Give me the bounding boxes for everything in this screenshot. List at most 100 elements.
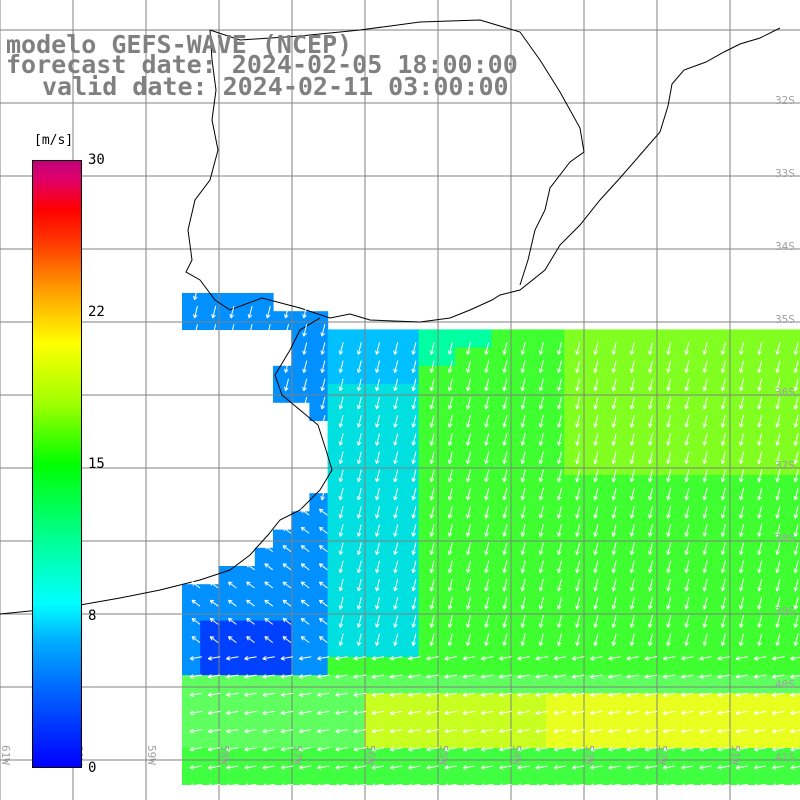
wind-cell xyxy=(618,347,638,367)
wind-cell xyxy=(600,511,620,531)
wind-arrow xyxy=(793,451,799,464)
wind-arrow xyxy=(793,469,799,483)
wind-cell xyxy=(491,711,511,731)
wind-arrow xyxy=(411,469,417,483)
wind-cell xyxy=(327,529,347,549)
wind-arrow xyxy=(338,433,344,446)
wind-cell xyxy=(527,638,547,658)
wind-arrow xyxy=(320,487,326,501)
wind-cell xyxy=(764,547,784,567)
wind-arrow xyxy=(411,506,417,519)
wind-arrow xyxy=(499,746,512,752)
wind-arrow xyxy=(411,396,417,410)
wind-cell xyxy=(709,365,729,385)
wind-cell xyxy=(473,566,492,585)
wind-cell xyxy=(691,711,711,731)
wind-arrow xyxy=(739,469,744,483)
wind-cell xyxy=(546,620,565,640)
wind-arrow xyxy=(699,728,712,734)
wind-arrow xyxy=(353,783,366,788)
wind-arrow xyxy=(484,396,490,410)
wind-arrow xyxy=(484,524,490,537)
wind-cell xyxy=(218,766,238,785)
wind-cell xyxy=(382,347,401,367)
wind-arrow xyxy=(426,674,439,679)
wind-arrow xyxy=(262,728,275,734)
wind-cell xyxy=(546,638,565,658)
wind-cell xyxy=(418,584,438,603)
wind-cell xyxy=(564,511,583,531)
wind-arrow xyxy=(666,487,672,501)
wind-arrow xyxy=(429,560,435,574)
wind-arrow xyxy=(298,728,312,734)
wind-arrow xyxy=(739,524,744,537)
wind-arrow xyxy=(371,710,385,716)
wind-cell xyxy=(218,675,238,694)
wind-cell xyxy=(364,711,383,731)
wind-cell xyxy=(709,402,729,421)
wind-arrow xyxy=(739,506,744,519)
wind-cell xyxy=(564,438,583,458)
wind-cell xyxy=(345,657,365,676)
wind-cell xyxy=(436,329,456,349)
wind-cell xyxy=(491,529,511,549)
wind-cell xyxy=(509,511,529,531)
wind-cell xyxy=(691,384,711,403)
wind-arrow xyxy=(757,524,763,537)
wind-cell xyxy=(327,602,347,622)
wind-cell xyxy=(564,456,583,476)
lon-label: 54W xyxy=(510,745,523,765)
wind-cell xyxy=(546,493,565,512)
wind-cell xyxy=(291,766,310,785)
wind-cell xyxy=(691,620,711,640)
wind-cell xyxy=(527,329,547,349)
wind-cell xyxy=(728,729,747,749)
wind-arrow xyxy=(666,415,672,428)
wind-cell xyxy=(764,475,784,494)
wind-arrow xyxy=(538,378,544,392)
wind-arrow xyxy=(648,615,653,628)
wind-cell xyxy=(618,766,638,785)
wind-cell xyxy=(400,748,420,767)
wind-arrow xyxy=(535,710,548,716)
wind-cell xyxy=(546,529,565,549)
wind-cell xyxy=(546,511,565,531)
wind-arrow xyxy=(411,578,417,592)
wind-arrow xyxy=(753,783,767,788)
wind-arrow xyxy=(790,674,800,679)
wind-cell xyxy=(564,329,583,349)
wind-arrow xyxy=(720,542,726,555)
wind-arrow xyxy=(702,578,708,592)
wind-arrow xyxy=(720,378,726,392)
wind-arrow xyxy=(447,360,453,373)
wind-arrow xyxy=(338,469,344,483)
wind-cell xyxy=(673,547,693,567)
wind-arrow xyxy=(735,692,749,697)
wind-arrow xyxy=(318,508,328,516)
wind-cell xyxy=(364,402,383,421)
wind-cell xyxy=(709,493,729,512)
wind-cell xyxy=(582,711,602,731)
wind-cell xyxy=(600,675,620,694)
wind-arrow xyxy=(775,433,781,446)
wind-cell xyxy=(546,438,565,458)
wind-cell xyxy=(691,402,711,421)
wind-cell xyxy=(782,693,800,713)
wind-cell xyxy=(364,438,383,458)
wind-cell xyxy=(436,456,456,476)
wind-cell xyxy=(582,602,602,622)
wind-cell xyxy=(436,711,456,731)
wind-arrow xyxy=(553,710,567,716)
wind-arrow xyxy=(538,360,544,373)
wind-arrow xyxy=(793,378,799,392)
wind-arrow xyxy=(375,487,380,501)
wind-arrow xyxy=(629,396,635,410)
wind-arrow xyxy=(648,342,653,355)
wind-arrow xyxy=(207,746,221,752)
wind-arrow xyxy=(429,487,435,501)
wind-arrow xyxy=(447,542,453,555)
wind-arrow xyxy=(284,378,289,392)
lon-label: 51W xyxy=(729,745,742,765)
lat-label: 37S xyxy=(775,459,795,472)
wind-arrow xyxy=(462,728,476,734)
